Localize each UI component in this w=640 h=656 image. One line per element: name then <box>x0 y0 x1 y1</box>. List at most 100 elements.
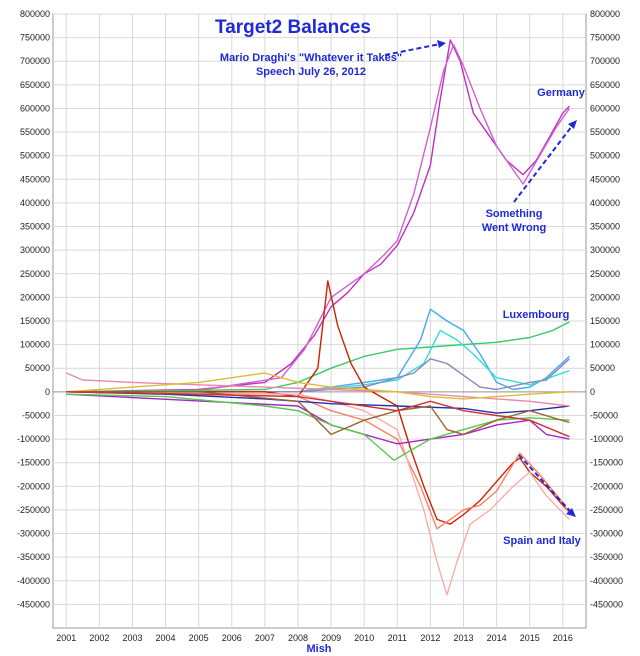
y-tick-label: 100000 <box>20 340 50 350</box>
y-tick-label-right: 650000 <box>590 80 620 90</box>
chart-title: Target2 Balances <box>215 17 371 38</box>
y-tick-label-right: 300000 <box>590 245 620 255</box>
y-tick-label: 500000 <box>20 151 50 161</box>
x-tick-label: 2005 <box>189 633 209 643</box>
y-tick-label-right: -50000 <box>590 410 618 420</box>
series-line-10 <box>66 391 570 414</box>
series-line-4 <box>66 329 570 393</box>
x-axis: 2001 2002 2003 2004 2005 2006 2007 2008 2009 2010… <box>56 633 573 643</box>
x-tick-label: 2013 <box>453 633 473 643</box>
y-tick-label-right: 600000 <box>590 103 620 113</box>
y-tick-label: 700000 <box>20 56 50 66</box>
annotation-draghi-line1: Mario Draghi's "Whatever it Takes" <box>220 52 402 64</box>
y-tick-label: -450000 <box>17 599 50 609</box>
annotation-something-line1: Something <box>486 208 543 220</box>
series-layer <box>65 39 570 596</box>
series-line-1 <box>66 44 570 393</box>
y-tick-label-right: -100000 <box>590 434 623 444</box>
x-tick-label: 2011 <box>388 633 407 643</box>
y-tick-label-right: -150000 <box>590 458 623 468</box>
y-axis-right: 800000 750000 700000 650000 600000 550000 5000… <box>590 9 623 609</box>
y-tick-label-right: 500000 <box>590 151 620 161</box>
x-tick-label: 2001 <box>56 633 76 643</box>
y-tick-label: -300000 <box>17 529 50 539</box>
series-line-12 <box>65 372 570 407</box>
y-tick-label-right: 350000 <box>590 222 620 232</box>
y-tick-label-right: 450000 <box>590 174 620 184</box>
series-line-2 <box>66 321 570 393</box>
y-tick-label: -250000 <box>17 505 50 515</box>
x-tick-label: 2006 <box>222 633 242 643</box>
arrow-draghi <box>384 43 441 56</box>
x-tick-label: 2012 <box>420 633 440 643</box>
x-tick-label: 2015 <box>520 633 540 643</box>
annotation-spain-italy: Spain and Italy <box>503 535 582 547</box>
y-tick-label-right: 800000 <box>590 9 620 19</box>
y-tick-label-right: 200000 <box>590 292 620 302</box>
y-tick-label: 0 <box>45 387 50 397</box>
x-tick-label: 2002 <box>89 633 109 643</box>
arrow-draghi-head <box>437 40 446 48</box>
y-tick-label-right: -450000 <box>590 599 623 609</box>
x-tick-label: 2010 <box>354 633 374 643</box>
x-tick-label: 2003 <box>122 633 142 643</box>
y-tick-label-right: 0 <box>590 387 595 397</box>
y-tick-label: 200000 <box>20 292 50 302</box>
y-tick-label-right: -200000 <box>590 481 623 491</box>
grid-lines <box>53 13 586 628</box>
x-tick-label: 2016 <box>553 633 573 643</box>
y-tick-label-right: 700000 <box>590 56 620 66</box>
arrow-spain-italy-head <box>566 508 576 517</box>
annotation-something-line2: Went Wrong <box>482 222 546 234</box>
y-tick-label: -400000 <box>17 576 50 586</box>
series-line-13 <box>66 372 570 400</box>
x-tick-label: 2014 <box>487 633 507 643</box>
y-tick-label-right: 150000 <box>590 316 620 326</box>
x-axis-label: Mish <box>306 643 331 655</box>
y-tick-label: 800000 <box>20 9 50 19</box>
annotation-draghi-line2: Speech July 26, 2012 <box>256 66 366 78</box>
y-tick-label: 550000 <box>20 127 50 137</box>
series-line-5 <box>66 358 570 393</box>
series-line-7 <box>66 391 570 530</box>
y-tick-label-right: 50000 <box>590 363 615 373</box>
x-tick-label: 2004 <box>156 633 176 643</box>
arrows <box>384 40 577 517</box>
y-tick-label: 300000 <box>20 245 50 255</box>
y-tick-label: -350000 <box>17 552 50 562</box>
arrow-spain-italy <box>518 454 571 512</box>
y-tick-label-right: -300000 <box>590 529 623 539</box>
y-tick-label-right: 100000 <box>590 340 620 350</box>
arrow-something-head <box>568 120 577 129</box>
y-tick-label-right: -250000 <box>590 505 623 515</box>
y-tick-label: 600000 <box>20 103 50 113</box>
y-tick-label-right: -350000 <box>590 552 623 562</box>
annotation-luxembourg: Luxembourg <box>503 309 570 321</box>
y-tick-label: 750000 <box>20 33 50 43</box>
series-line-14 <box>66 391 570 436</box>
series-line-15 <box>66 391 570 438</box>
y-tick-label: 150000 <box>20 316 50 326</box>
y-tick-label: 250000 <box>20 269 50 279</box>
y-tick-label-right: 750000 <box>590 33 620 43</box>
y-tick-label: -200000 <box>17 481 50 491</box>
series-line-6 <box>66 280 570 525</box>
y-tick-label-right: 250000 <box>590 269 620 279</box>
y-tick-label: 350000 <box>20 222 50 232</box>
y-tick-label: -50000 <box>22 410 50 420</box>
y-tick-label: 400000 <box>20 198 50 208</box>
x-tick-label: 2007 <box>255 633 275 643</box>
y-axis-left: 800000 750000 700000 650000 600000 550000 5000… <box>17 9 50 609</box>
y-tick-label-right: 550000 <box>590 127 620 137</box>
y-tick-label: 50000 <box>25 363 50 373</box>
x-tick-label: 2009 <box>321 633 341 643</box>
y-tick-label: -150000 <box>17 458 50 468</box>
y-tick-label: 650000 <box>20 80 50 90</box>
y-tick-label-right: 400000 <box>590 198 620 208</box>
x-tick-label: 2008 <box>288 633 308 643</box>
y-tick-label-right: -400000 <box>590 576 623 586</box>
y-tick-label: 450000 <box>20 174 50 184</box>
annotation-germany: Germany <box>537 87 586 99</box>
